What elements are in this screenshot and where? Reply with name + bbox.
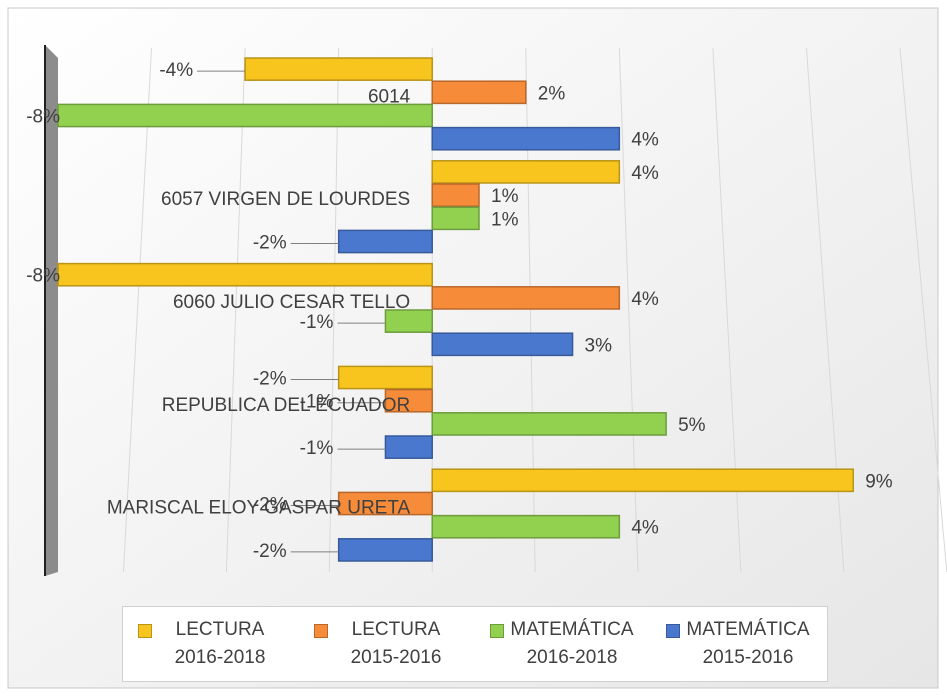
grid-line [899, 47, 947, 573]
legend-label: LECTURA 2015-2016 [350, 619, 442, 668]
bar [384, 309, 433, 333]
bar [431, 80, 527, 105]
legend-item: MATEMÁTICA 2015-2016 [666, 616, 812, 672]
value-label: 9% [865, 471, 893, 492]
bar [431, 412, 667, 436]
legend-label: LECTURA 2016-2018 [174, 619, 266, 668]
value-label: 1% [491, 186, 519, 207]
bar [431, 286, 621, 310]
bar [337, 538, 433, 562]
grid-line [122, 47, 153, 573]
value-label: 4% [631, 163, 659, 184]
legend-label: MATEMÁTICA 2016-2018 [510, 619, 634, 668]
bar [244, 57, 433, 81]
value-label: 4% [631, 518, 659, 539]
bar [384, 435, 433, 459]
category-label: 6057 VIRGEN DE LOURDES [161, 189, 410, 210]
bar [57, 103, 433, 128]
value-label: -4% [159, 60, 193, 81]
bar [431, 183, 480, 207]
grid-line [225, 47, 246, 573]
value-label: 5% [678, 415, 706, 436]
category-label: 6014 [368, 86, 411, 107]
legend-item: LECTURA 2016-2018 [138, 616, 284, 672]
legend-item: LECTURA 2015-2016 [314, 616, 460, 672]
legend-swatch [138, 624, 152, 638]
bar [431, 126, 621, 151]
value-label: -1% [300, 312, 334, 333]
legend: LECTURA 2016-2018 LECTURA 2015-2016 MATEMÁ… [122, 606, 828, 682]
bar [337, 365, 433, 390]
value-label: -8% [26, 266, 60, 287]
bar [431, 514, 621, 539]
left-wall [45, 45, 58, 576]
legend-swatch [314, 624, 328, 638]
bar [431, 206, 480, 231]
grid-line [328, 47, 340, 573]
bar [337, 229, 433, 254]
value-label: -1% [300, 392, 334, 413]
legend-label: MATEMÁTICA 2015-2016 [686, 619, 810, 668]
value-label: 3% [585, 335, 613, 356]
value-label: -1% [300, 438, 334, 459]
category-label: 6060 JULIO CESAR TELLO [173, 292, 410, 313]
bar [431, 160, 621, 184]
value-label: -2% [253, 369, 287, 390]
value-label: -2% [253, 233, 287, 254]
legend-swatch [490, 624, 504, 638]
legend-item: MATEMÁTICA 2016-2018 [490, 616, 636, 672]
value-label: 4% [631, 289, 659, 310]
bar [431, 468, 854, 493]
legend-swatch [666, 624, 680, 638]
value-label: -2% [253, 495, 287, 516]
value-label: -8% [26, 107, 60, 128]
bar [337, 491, 433, 516]
category-label: REPUBLICA DEL ECUADOR [162, 395, 410, 416]
bar [431, 332, 574, 357]
bar [57, 262, 433, 287]
value-label: 2% [538, 83, 566, 104]
value-label: 4% [631, 130, 659, 151]
value-label: -2% [253, 541, 287, 562]
category-label: MARISCAL ELOY GASPAR URETA [107, 498, 411, 519]
value-label: 1% [491, 209, 519, 230]
bar [384, 388, 433, 413]
